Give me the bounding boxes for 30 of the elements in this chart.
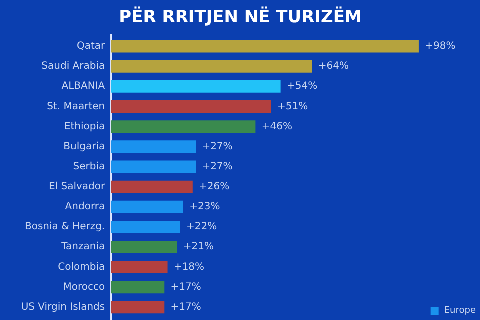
data-label: +46% [262, 121, 292, 132]
y-tick-label: ALBANIA [62, 81, 106, 92]
data-label: +51% [278, 101, 308, 112]
data-label: +98% [425, 41, 456, 52]
y-tick-label: Tanzania [60, 242, 106, 253]
data-label: +23% [190, 202, 220, 213]
legend-label: Europe [444, 306, 476, 316]
y-tick-label: Ethiopia [64, 121, 106, 132]
y-tick-label: Bosnia & Herzg. [24, 222, 106, 233]
y-tick-label: St. Maarten [47, 101, 106, 112]
chart-title: PËR RRITJEN NË TURIZËM [119, 6, 362, 28]
y-tick-label: Saudi Arabia [42, 61, 106, 72]
y-tick-label: Colombia [58, 262, 106, 273]
data-label: +64% [318, 61, 349, 72]
data-label: +54% [286, 81, 318, 92]
y-tick-label: Bulgaria [64, 141, 106, 152]
data-label: +21% [183, 242, 214, 253]
data-label: +17% [170, 302, 202, 313]
y-tick-label: US Virgin Islands [21, 302, 106, 313]
y-tick-label: El Salvador [48, 182, 106, 193]
y-tick-label: Andorra [65, 202, 106, 213]
data-label: +26% [199, 182, 230, 193]
y-tick-label: Qatar [76, 41, 106, 52]
data-label: +27% [202, 161, 233, 172]
data-label: +17% [170, 282, 202, 293]
data-label: +18% [174, 262, 205, 273]
data-label: +22% [186, 222, 218, 233]
y-tick-label: Serbia [73, 161, 106, 172]
data-label: +27% [202, 141, 233, 152]
y-tick-label: Morocco [63, 282, 106, 293]
